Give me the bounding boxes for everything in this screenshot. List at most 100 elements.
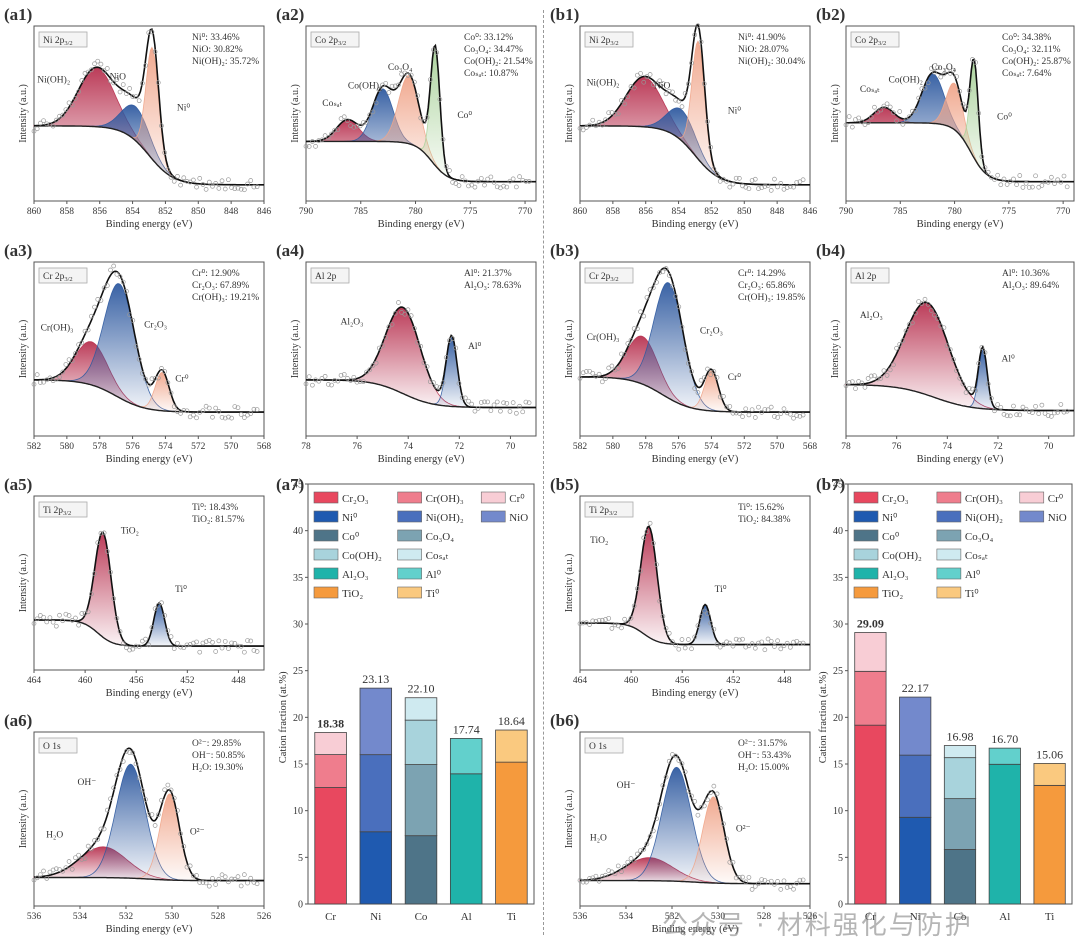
bar-segment-Co(OH)₂ bbox=[943, 757, 977, 800]
data-point bbox=[181, 645, 187, 651]
data-point bbox=[797, 413, 803, 419]
data-point bbox=[206, 405, 212, 411]
data-point bbox=[41, 379, 46, 385]
data-point bbox=[765, 407, 771, 413]
data-point bbox=[140, 370, 145, 376]
data-point bbox=[641, 79, 647, 85]
data-point bbox=[903, 328, 909, 334]
data-point bbox=[210, 414, 215, 420]
data-point bbox=[756, 881, 761, 887]
data-point bbox=[778, 181, 784, 186]
data-points bbox=[31, 29, 260, 193]
plot-frame bbox=[305, 25, 537, 202]
spectrum-title: Cr 2p3/2 bbox=[589, 272, 619, 283]
data-point bbox=[676, 646, 682, 652]
y-axis-label: Intensity (a.u.) bbox=[18, 84, 29, 143]
data-point bbox=[50, 619, 56, 625]
data-point bbox=[711, 166, 717, 172]
data-point bbox=[44, 619, 50, 625]
data-point bbox=[408, 313, 414, 318]
data-point bbox=[593, 873, 599, 879]
legend-swatch bbox=[936, 548, 962, 561]
data-point bbox=[117, 767, 123, 772]
x-tick-label: 568 bbox=[803, 442, 818, 452]
data-point bbox=[711, 369, 717, 374]
data-point bbox=[507, 178, 513, 184]
data-point bbox=[351, 124, 357, 130]
legend-swatch bbox=[936, 529, 962, 542]
data-point bbox=[66, 357, 72, 363]
data-point bbox=[644, 529, 650, 535]
data-point bbox=[380, 343, 385, 349]
chart-a1: (a1) 860 858 856 854 852 850 848 846 Binding ener… bbox=[4, 5, 271, 230]
data-point bbox=[791, 184, 796, 190]
data-point bbox=[143, 797, 148, 802]
legend-swatch bbox=[853, 510, 879, 523]
data-point bbox=[682, 347, 688, 352]
data-point bbox=[178, 411, 183, 416]
data-point bbox=[488, 408, 494, 413]
data-point bbox=[657, 598, 663, 604]
data-point bbox=[440, 137, 446, 142]
data-point bbox=[165, 628, 171, 633]
y-tick-label: 25 bbox=[833, 666, 843, 677]
peak-annotation: Cr(OH)₃ bbox=[587, 332, 620, 343]
data-point bbox=[727, 404, 733, 409]
data-point bbox=[206, 179, 212, 185]
data-point bbox=[238, 883, 244, 889]
x-tick-label: 790 bbox=[299, 207, 314, 217]
data-point bbox=[682, 90, 688, 96]
component-percentage: Cr⁰: 12.90% bbox=[192, 268, 240, 279]
data-point bbox=[238, 412, 244, 417]
data-point bbox=[440, 380, 446, 386]
data-point bbox=[146, 30, 152, 36]
legend-label: Cr⁰ bbox=[509, 493, 525, 505]
data-point bbox=[762, 407, 768, 412]
data-point bbox=[501, 183, 506, 189]
data-point bbox=[133, 643, 139, 649]
data-point bbox=[95, 297, 101, 302]
data-point bbox=[775, 415, 780, 420]
data-point bbox=[412, 326, 417, 331]
x-axis-label: Binding energy (eV) bbox=[106, 454, 193, 465]
data-point bbox=[619, 98, 624, 103]
data-point bbox=[686, 81, 691, 87]
data-point bbox=[916, 95, 922, 101]
data-point bbox=[740, 636, 745, 642]
data-point bbox=[197, 649, 203, 655]
envelope-line bbox=[579, 754, 810, 885]
data-point bbox=[427, 77, 433, 82]
data-point bbox=[213, 405, 219, 411]
y-tick-label: 15 bbox=[293, 760, 303, 771]
spectrum-title-subscript: 3/2 bbox=[64, 40, 72, 47]
data-point bbox=[155, 812, 161, 818]
data-point bbox=[673, 97, 678, 103]
data-point bbox=[226, 646, 231, 651]
x-tick-label: 528 bbox=[757, 912, 772, 922]
data-point bbox=[749, 407, 755, 413]
legend-label: Coₛₐₜ bbox=[965, 550, 988, 562]
peak-annotation: Ni⁰ bbox=[177, 102, 191, 113]
data-point bbox=[469, 182, 475, 188]
data-point bbox=[1045, 413, 1051, 418]
bar-total-label: 29.09 bbox=[857, 616, 884, 630]
data-point bbox=[57, 612, 62, 618]
x-tick-label: Ti bbox=[507, 911, 516, 923]
data-point bbox=[184, 179, 190, 184]
data-point bbox=[44, 876, 50, 881]
data-point bbox=[679, 104, 685, 109]
data-point bbox=[935, 316, 940, 321]
legend-label: Ni⁰ bbox=[882, 512, 898, 524]
legend-swatch bbox=[397, 586, 422, 599]
title-box-frame bbox=[584, 267, 634, 284]
data-point bbox=[92, 61, 97, 67]
title-box-frame bbox=[584, 737, 624, 754]
legend-swatch bbox=[853, 586, 879, 599]
data-point bbox=[1004, 182, 1010, 187]
data-point bbox=[676, 304, 682, 310]
data-point bbox=[695, 390, 701, 395]
data-point bbox=[887, 367, 893, 373]
peak-annotation: OH⁻ bbox=[617, 781, 636, 791]
component-percentage: H₂O: 15.00% bbox=[738, 763, 789, 773]
y-axis-label: Intensity (a.u.) bbox=[830, 320, 841, 379]
